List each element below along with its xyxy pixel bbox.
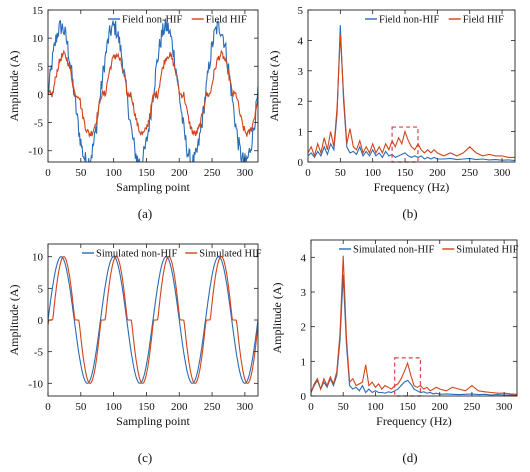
x-tick-label: 250 [464,401,481,413]
x-tick-label: 300 [494,167,511,179]
legend-entry: Simulated HIF [199,249,261,260]
y-tick-label: 5 [38,61,44,73]
y-tick-label: -10 [28,378,43,390]
y-tick-label: 2 [298,96,304,108]
x-tick-label: 50 [75,167,87,179]
y-tick-label: 5 [38,283,44,295]
series-line-hif [48,256,258,384]
x-tick-label: 0 [308,401,314,413]
y-tick-label: 4 [301,252,307,264]
y-tick-label: 15 [32,5,44,17]
y-tick-label: 2 [301,322,307,334]
series-line-hif [311,255,517,395]
x-tick-label: 200 [171,401,188,413]
panel-caption: (b) [402,206,417,221]
legend-entry: Simulated HIF [456,245,518,256]
chart-panel-b: 0 50 100 150 200 250 300 0 1 2 3 4 5 Frequency (Hz) Am… [267,5,516,221]
y-tick-label: 4 [298,35,304,47]
x-tick-label: 200 [171,167,188,179]
series-line-non-hif [48,18,258,162]
x-tick-label: 300 [237,167,254,179]
x-tick-label: 100 [367,401,384,413]
y-axis-label: Amplitude (A) [270,283,284,354]
x-tick-label: 50 [75,401,87,413]
x-axis-label: Sampling point [116,414,190,428]
legend-entry: Simulated non-HIF [353,245,435,256]
x-tick-label: 200 [432,401,449,413]
highlight-box [394,357,422,397]
legend: Field non-HIF Field HIF [108,15,247,26]
y-tick-label: 1 [301,356,307,368]
y-tick-label: 3 [301,287,307,299]
y-tick-label: 0 [38,89,44,101]
x-tick-label: 50 [338,401,350,413]
chart-panel-d: 0 50 100 150 200 250 300 0 1 2 3 4 Frequency (Hz) Amp… [270,239,519,465]
series-line-hif [48,49,258,139]
y-axis-label: Amplitude (A) [7,51,21,122]
y-tick-label: 0 [298,157,304,169]
x-axis-label: Sampling point [116,180,190,194]
y-tick-label: 0 [301,391,307,403]
series-line-non-hif [48,256,258,384]
x-tick-label: 150 [397,167,414,179]
x-tick-label: 150 [138,167,155,179]
y-tick-label: 5 [298,5,304,17]
legend-entry: Field HIF [463,15,504,26]
x-axis-label: Frequency (Hz) [376,414,452,428]
x-tick-label: 100 [105,401,122,413]
plot-frame [47,9,259,163]
x-tick-label: 200 [429,167,446,179]
panel-caption: (d) [402,450,417,465]
y-tick-label: -5 [34,118,44,130]
y-tick-label: 10 [32,252,44,264]
series-line-non-hif [308,25,515,162]
chart-panel-a: 0 50 100 150 200 250 300 -10 -5 0 5 10 15 Sampling po… [7,5,259,221]
x-tick-label: 50 [335,167,347,179]
x-tick-label: 100 [364,167,381,179]
y-tick-label: -10 [28,146,43,158]
y-axis-label: Amplitude (A) [267,51,281,122]
legend-entry: Field non-HIF [122,15,183,26]
y-axis-label: Amplitude (A) [7,285,21,356]
y-tick-label: 1 [298,127,304,139]
series-line-hif [308,34,515,158]
panel-caption: (a) [138,206,152,221]
x-tick-label: 150 [138,401,155,413]
legend: Field non-HIF Field HIF [365,15,504,26]
x-tick-label: 250 [204,401,221,413]
legend-entry: Field non-HIF [379,15,440,26]
x-tick-label: 0 [45,401,51,413]
legend-entry: Field HIF [206,15,247,26]
x-tick-label: 0 [305,167,311,179]
y-tick-label: 10 [32,33,44,45]
y-tick-label: 3 [298,66,304,78]
plot-frame [310,239,518,397]
legend-entry: Simulated non-HIF [96,249,178,260]
x-tick-label: 250 [461,167,478,179]
x-tick-label: 300 [496,401,513,413]
x-tick-label: 0 [45,167,51,179]
x-axis-label: Frequency (Hz) [374,180,450,194]
x-tick-label: 150 [399,401,416,413]
plot-frame [307,9,516,163]
x-tick-label: 250 [204,167,221,179]
legend: Simulated non-HIF Simulated HIF [82,249,262,260]
x-tick-label: 300 [237,401,254,413]
y-tick-label: 0 [38,315,44,327]
legend: Simulated non-HIF Simulated HIF [339,245,519,256]
x-tick-label: 100 [105,167,122,179]
chart-panel-c: 0 50 100 150 200 250 300 -10 -5 0 5 10 Sampling poin… [7,243,262,465]
panel-caption: (c) [138,450,152,465]
y-tick-label: -5 [34,347,44,359]
